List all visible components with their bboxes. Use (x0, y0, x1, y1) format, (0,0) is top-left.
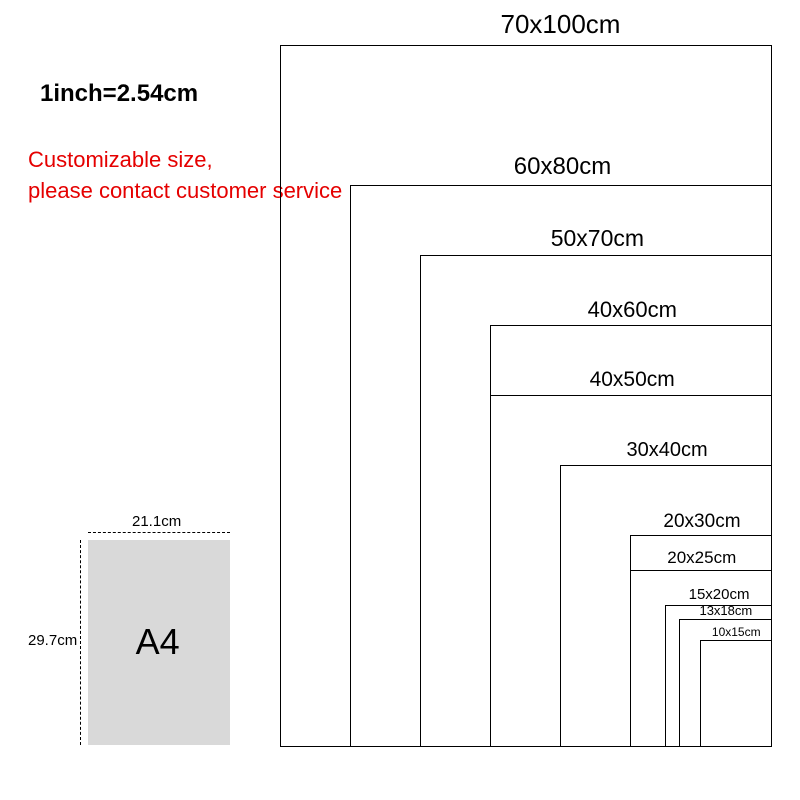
conversion-note: 1inch=2.54cm (40, 80, 198, 108)
customizable-line1: Customizable size, (28, 147, 213, 172)
a4-label: A4 (136, 621, 180, 663)
size-diagram: 1inch=2.54cm Customizable size, please c… (0, 0, 800, 800)
size-label-20x30: 20x30cm (663, 511, 740, 533)
size-label-30x40: 30x40cm (627, 439, 708, 462)
size-label-15x20: 15x20cm (689, 586, 750, 603)
a4-width-label: 21.1cm (132, 513, 181, 530)
size-box-10x15 (700, 640, 772, 747)
size-label-70x100: 70x100cm (501, 9, 621, 40)
a4-width-dash (88, 532, 230, 533)
a4-height-label: 29.7cm (28, 632, 77, 649)
size-label-40x60: 40x60cm (588, 297, 677, 323)
a4-reference-box: A4 (88, 540, 230, 745)
size-label-40x50: 40x50cm (590, 368, 675, 392)
size-label-10x15: 10x15cm (712, 625, 761, 639)
size-label-20x25: 20x25cm (667, 548, 736, 568)
size-label-13x18: 13x18cm (699, 603, 752, 618)
a4-height-dash (80, 540, 81, 745)
size-label-50x70: 50x70cm (551, 225, 644, 252)
size-label-60x80: 60x80cm (514, 153, 611, 181)
